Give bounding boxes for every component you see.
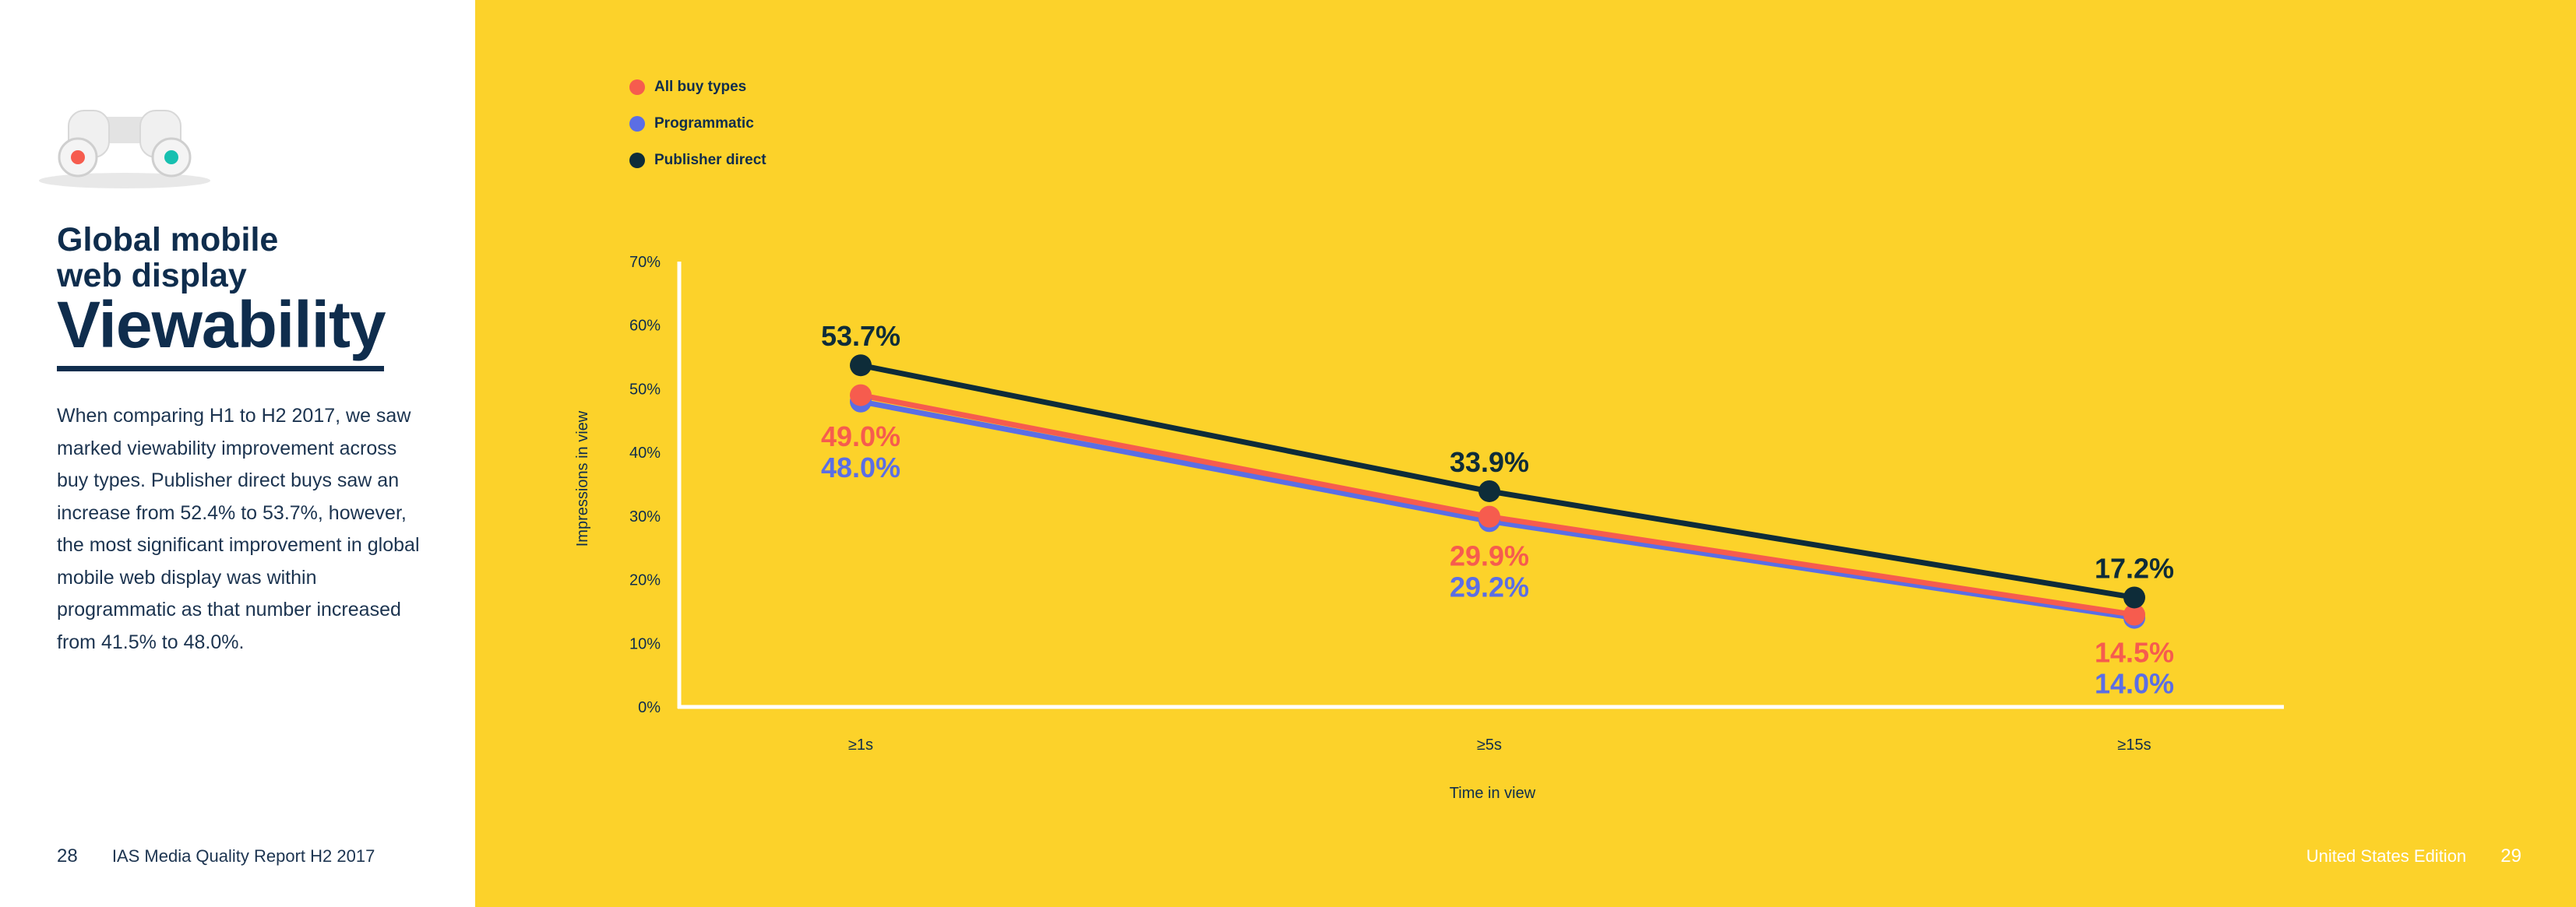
legend-item-publisher-direct: Publisher direct — [629, 142, 766, 178]
data-point-all-buy-types — [2123, 603, 2145, 626]
y-tick-label: 30% — [629, 508, 661, 526]
data-point-all-buy-types — [1478, 505, 1500, 528]
body-paragraph: When comparing H1 to H2 2017, we saw mar… — [57, 405, 420, 653]
y-tick-label: 50% — [629, 381, 661, 398]
data-label-all-buy-types: 14.5% — [2095, 637, 2174, 669]
left-panel: Global mobile web display Viewability Wh… — [0, 0, 475, 907]
footer-right: United States Edition 29 — [2306, 845, 2521, 867]
data-point-publisher-direct — [1478, 480, 1500, 502]
chart-panel — [475, 0, 2576, 907]
legend-dot-publisher-direct — [629, 152, 645, 168]
y-tick-label: 60% — [629, 318, 661, 335]
page-title-big: Viewability — [57, 288, 386, 361]
x-tick-label: ≥5s — [1477, 736, 1502, 754]
data-label-programmatic: 14.0% — [2095, 668, 2174, 700]
data-label-programmatic: 29.2% — [1450, 571, 1529, 603]
x-tick-label: ≥15s — [2117, 736, 2151, 754]
data-point-publisher-direct — [2123, 586, 2145, 609]
y-tick-label: 40% — [629, 445, 661, 462]
title-underline — [57, 366, 384, 371]
page-title: Global mobile web display — [57, 222, 278, 294]
edition-label: United States Edition — [2306, 846, 2467, 866]
report-title: IAS Media Quality Report H2 2017 — [111, 846, 375, 866]
binoculars-icon — [39, 110, 210, 188]
y-tick-label: 0% — [638, 699, 661, 716]
y-axis-title: Impressions in view — [574, 410, 591, 547]
data-label-programmatic: 48.0% — [821, 452, 900, 483]
x-axis-title: Time in view — [1450, 785, 1536, 802]
data-label-all-buy-types: 49.0% — [821, 420, 900, 452]
x-tick-label: ≥1s — [848, 736, 873, 754]
data-label-publisher-direct: 17.2% — [2095, 552, 2174, 584]
legend-label: Publisher direct — [654, 151, 766, 168]
data-point-publisher-direct — [850, 354, 872, 377]
data-label-all-buy-types: 29.9% — [1450, 540, 1529, 571]
footer-left: 28 IAS Media Quality Report H2 2017 — [57, 845, 375, 867]
data-label-publisher-direct: 33.9% — [1450, 446, 1529, 478]
page-number-right: 29 — [2500, 845, 2521, 867]
y-tick-label: 10% — [629, 635, 661, 652]
legend-label: Programmatic — [654, 114, 754, 132]
title-line-1: Global mobile — [57, 221, 279, 258]
data-label-publisher-direct: 53.7% — [821, 320, 900, 352]
title-line-2: web display — [57, 257, 247, 294]
legend-dot-all-buy-types — [629, 79, 645, 95]
data-point-all-buy-types — [850, 384, 872, 406]
legend-item-all-buy-types: All buy types — [629, 69, 766, 105]
y-tick-label: 20% — [629, 572, 661, 589]
page-number-left: 28 — [57, 845, 78, 867]
chart-legend: All buy types Programmatic Publisher dir… — [629, 69, 766, 178]
legend-dot-programmatic — [629, 115, 645, 132]
legend-label: All buy types — [654, 78, 747, 95]
y-tick-label: 70% — [629, 254, 661, 271]
legend-item-programmatic: Programmatic — [629, 105, 766, 142]
